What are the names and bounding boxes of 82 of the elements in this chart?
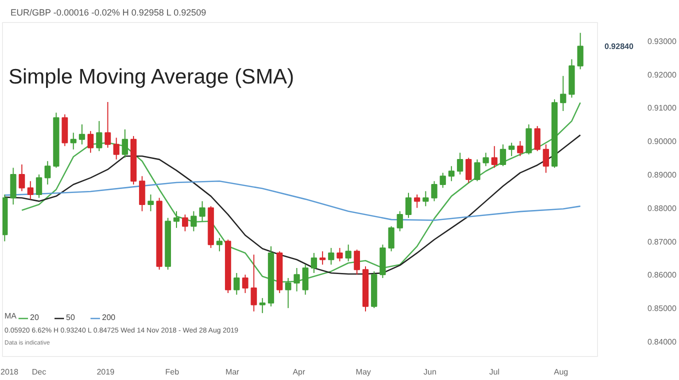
y-tick-label: 0.90000: [648, 137, 677, 146]
candlestick: [104, 101, 111, 148]
candlestick: [250, 254, 257, 312]
x-tick-label: Jul: [489, 368, 500, 376]
y-tick-label: 0.92000: [648, 70, 677, 80]
x-tick-label: Feb: [165, 368, 180, 376]
text: 0.92840: [604, 42, 634, 52]
candlestick: [190, 210, 197, 232]
candlestick: [431, 180, 438, 202]
y-tick-label: 0.87000: [648, 237, 677, 246]
legend-label: 50: [66, 313, 76, 322]
legend-label: 200: [102, 313, 116, 322]
candlestick: [234, 272, 240, 296]
candlestick: [96, 120, 102, 152]
candlestick: [302, 264, 308, 296]
candlestick: [285, 278, 292, 309]
x-tick-label: 2018: [0, 368, 19, 376]
candlestick: [482, 152, 489, 167]
candlestick: [474, 158, 480, 182]
y-tick-label: 0.88000: [648, 204, 677, 213]
candlestick: [456, 152, 464, 175]
x-tick-label: Aug: [554, 368, 568, 376]
candlestick: [345, 244, 352, 262]
candlestick: [173, 210, 180, 228]
candlestick: [36, 174, 42, 198]
x-tick-label: 2019: [96, 368, 116, 376]
candlestick: [70, 132, 76, 150]
candlestick: [508, 142, 515, 157]
candlestick: [259, 298, 266, 314]
candlestick: [466, 157, 472, 184]
candlestick: [542, 144, 550, 174]
candlestick: [448, 166, 455, 182]
candlestick: [328, 247, 334, 266]
candlestick: [216, 237, 223, 252]
candlestick: [44, 160, 51, 185]
candlestick: [27, 180, 34, 200]
candlestick: [517, 140, 524, 157]
y-tick-label: 0.86000: [648, 270, 677, 280]
candlestick: [422, 190, 429, 207]
x-tick-label: May: [356, 368, 371, 376]
legend-title: MA: [4, 312, 18, 320]
line-series: [21, 102, 581, 283]
candlestick: [440, 172, 446, 188]
candlestick: [388, 226, 394, 252]
line-series: [4, 134, 581, 275]
candlestick: [18, 164, 25, 192]
y-tick-label: 0.89000: [648, 170, 677, 180]
candlestick: [113, 137, 120, 160]
candlestick: [199, 200, 206, 222]
candlestick: [122, 128, 128, 158]
candlestick: [560, 75, 566, 112]
candlestick: [139, 176, 146, 212]
candlestick: [336, 247, 343, 262]
x-tick-label: Dec: [32, 368, 46, 376]
candlestick: [354, 249, 360, 276]
candlestick: [319, 250, 326, 266]
candlestick: [87, 130, 94, 154]
candlestick: [414, 194, 420, 208]
candlestick: [396, 210, 403, 232]
candlestick: [242, 274, 248, 294]
legend-label: 20: [30, 313, 40, 322]
text: EUR/GBP -0.00016 -0.02% H 0.92958 L 0.92509: [10, 8, 206, 18]
y-tick-label: 0.91000: [648, 104, 677, 113]
x-tick-label: Mar: [225, 368, 240, 376]
candlestick: [405, 192, 412, 218]
y-tick-label: 0.84000: [648, 337, 677, 346]
candlestick: [534, 126, 540, 152]
candlestick: [294, 267, 300, 292]
x-tick-label: Jun: [424, 368, 436, 376]
candlestick: [500, 144, 506, 167]
candlestick: [10, 167, 16, 206]
candlestick: [78, 124, 86, 145]
candlestick: [577, 32, 584, 70]
line-series: [4, 180, 581, 221]
candlestick: [148, 194, 154, 212]
candlestick: [310, 252, 318, 274]
candlestick: [491, 146, 498, 168]
x-tick-label: Apr: [292, 368, 306, 376]
y-tick-label: 0.93000: [648, 36, 677, 46]
y-tick-label: 0.85000: [648, 304, 677, 314]
text: Simple Moving Average (SMA): [8, 66, 294, 88]
candlestick: [182, 214, 188, 232]
